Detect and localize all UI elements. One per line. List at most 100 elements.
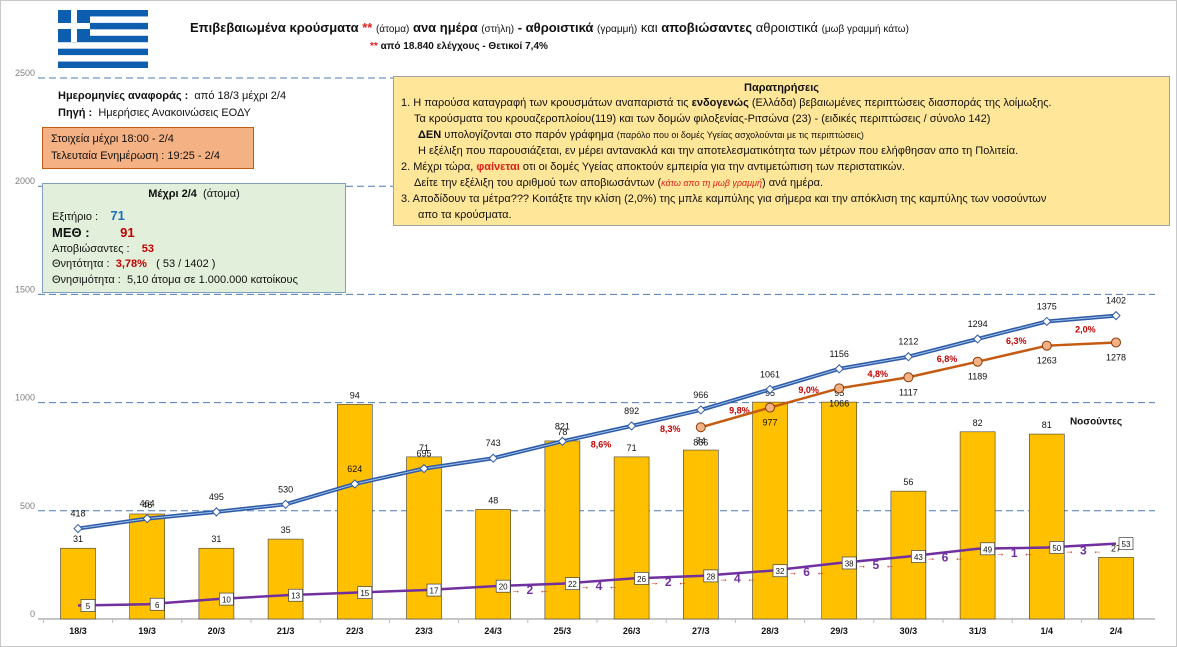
arrow-left-icon: → [650, 577, 659, 587]
cumulative-cases-line-highlight [77, 315, 1117, 530]
bar-value-label: 27 [1111, 543, 1121, 553]
arrow-left-icon: → [788, 567, 797, 577]
arrow-left-icon: → [927, 553, 936, 563]
bar-value-label: 94 [350, 390, 360, 400]
y-tick-label: 1500 [15, 284, 35, 294]
arrow-left-icon: → [857, 560, 866, 570]
arrow-left-icon: → [996, 548, 1005, 558]
daily-deaths-label: 2 [526, 583, 533, 597]
cumulative-cases-point [696, 405, 706, 415]
arrow-left-icon: ← [678, 577, 687, 587]
bar [336, 404, 373, 620]
x-tick-label: 29/3 [830, 626, 848, 636]
deaths-value-label: 13 [291, 592, 300, 601]
active-cases-point [695, 422, 706, 433]
deaths-value-label: 17 [430, 587, 439, 596]
growth-rate-label: 8,3% [660, 424, 681, 434]
deaths-marker [1049, 541, 1065, 554]
bar-value-label: 71 [419, 443, 429, 453]
cumulative-cases-point [903, 352, 914, 362]
daily-deaths-label: 4 [596, 579, 603, 593]
x-tick-label: 28/3 [761, 626, 779, 636]
y-tick-label: 500 [20, 501, 35, 511]
cumulative-cases-point [142, 513, 152, 524]
cumulative-cases-label: 530 [278, 484, 293, 494]
deaths-marker [219, 592, 234, 606]
cumulative-cases-label: 1375 [1037, 301, 1057, 311]
bar [1029, 433, 1065, 620]
cumulative-cases-label: 821 [555, 421, 570, 431]
summary-box: Μέχρι 2/4 (άτομα) Εξιτήριο : 71 ΜΕΘ : 91… [42, 183, 346, 293]
growth-rate-label: 6,3% [1006, 336, 1027, 346]
deaths-line [77, 542, 1117, 607]
daily-deaths-label: 4 [734, 571, 741, 585]
bar [821, 401, 858, 620]
last-update: Τελευταία Ενημέρωση : 19:25 - 2/4 [51, 150, 220, 162]
arrow-left-icon: → [581, 581, 590, 591]
bar-value-label: 74 [696, 436, 706, 446]
active-cases-label: 1263 [1037, 356, 1057, 366]
cumulative-cases-label: 743 [486, 438, 501, 448]
y-tick-label: 2500 [15, 68, 35, 78]
cumulative-cases-label: 1212 [898, 337, 918, 347]
note-3-line-2: απο τα κρούσματα. [418, 209, 512, 221]
active-cases-point [834, 383, 845, 394]
y-tick-label: 0 [30, 609, 35, 619]
x-tick-label: 21/3 [277, 626, 295, 636]
x-tick-label: 26/3 [623, 626, 641, 636]
bar [682, 449, 719, 620]
bar-value-label: 35 [281, 525, 291, 535]
arrow-left-icon: ← [1024, 548, 1033, 558]
daily-deaths-label: 2 [665, 575, 672, 589]
deaths-value-label: 15 [360, 589, 369, 598]
cumulative-cases-point [1042, 316, 1052, 327]
x-tick-label: 22/3 [346, 626, 364, 636]
arrow-left-icon: ← [955, 553, 964, 563]
cumulative-cases-label: 495 [209, 492, 224, 502]
daily-deaths-label: 5 [872, 558, 879, 572]
bar-value-label: 31 [73, 534, 83, 544]
growth-rate-label: 4,8% [868, 369, 889, 379]
deaths-marker [288, 588, 303, 602]
data-until: Στοιχεία μέχρι 18:00 - 2/4 [51, 133, 174, 145]
deaths-marker [357, 586, 373, 600]
x-tick-label: 2/4 [1110, 626, 1123, 636]
bar-value-label: 78 [557, 427, 567, 437]
bar [959, 431, 996, 620]
cumulative-cases-point [765, 384, 775, 395]
arrow-left-icon: ← [1093, 546, 1102, 556]
x-tick-label: 30/3 [900, 626, 918, 636]
active-cases-label: 1066 [829, 398, 849, 408]
x-tick-label: 18/3 [69, 626, 87, 636]
active-cases-point [903, 372, 914, 383]
bar [613, 456, 650, 620]
deaths-marker [1118, 537, 1134, 550]
x-tick-label: 31/3 [969, 626, 987, 636]
cumulative-cases-point [834, 364, 844, 374]
deaths-marker [772, 564, 788, 578]
active-cases-label: 1278 [1106, 352, 1126, 362]
deaths-marker [911, 550, 926, 563]
icu-row: ΜΕΘ : 91 [52, 225, 135, 240]
cumulative-cases-label: 624 [347, 464, 362, 474]
note-1: 1. Η παρούσα καταγραφή των κρουσμάτων αν… [401, 97, 1052, 109]
bar-value-label: 46 [142, 500, 152, 510]
deaths-value-label: 26 [637, 575, 646, 584]
arrow-left-icon: → [719, 573, 728, 583]
cumulative-cases-label: 695 [416, 449, 431, 459]
bar-value-label: 81 [1042, 420, 1052, 430]
deaths-value-label: 28 [706, 572, 715, 581]
bar-value-label: 82 [973, 418, 983, 428]
bar-value-label: 31 [211, 534, 221, 544]
death-rate-row: Θνησιμότητα : 5,10 άτομα σε 1.000.000 κα… [52, 274, 298, 286]
note-2-line-2: Δείτε την εξέλιξη του αριθμού των αποβιω… [414, 177, 824, 189]
arrow-left-icon: ← [539, 585, 548, 595]
cumulative-cases-label: 1156 [830, 349, 849, 359]
x-tick-label: 1/4 [1041, 626, 1054, 636]
active-cases-point [972, 356, 983, 367]
bar-value-label: 71 [627, 443, 637, 453]
chart-subtitle: ** από 18.840 ελέγχους - Θετικοί 7,4% [370, 41, 548, 52]
deaths-marker [980, 542, 995, 556]
bar [544, 440, 581, 620]
deaths-marker [703, 569, 719, 583]
